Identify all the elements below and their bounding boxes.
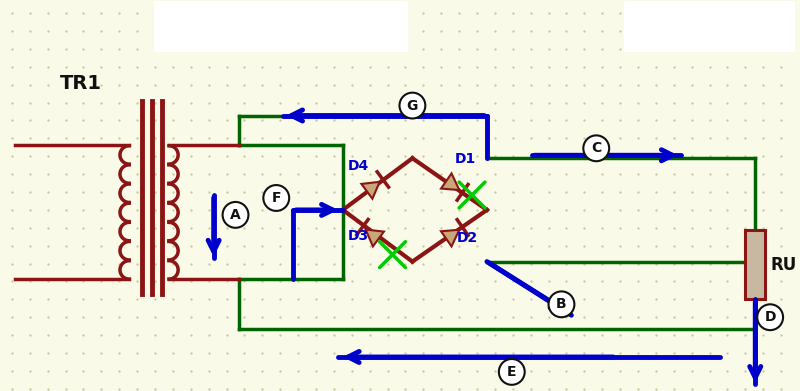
Text: A: A — [230, 208, 241, 222]
Polygon shape — [441, 230, 459, 246]
Bar — [154, 1, 407, 51]
Circle shape — [263, 185, 289, 211]
Circle shape — [499, 359, 525, 385]
Circle shape — [399, 93, 426, 118]
Polygon shape — [366, 230, 384, 246]
Text: D: D — [765, 310, 776, 324]
Bar — [624, 1, 795, 51]
Text: D3: D3 — [348, 229, 369, 243]
Circle shape — [549, 291, 574, 317]
Text: B: B — [556, 297, 566, 311]
Text: TR1: TR1 — [60, 74, 102, 93]
Text: D1: D1 — [455, 152, 476, 166]
Polygon shape — [441, 174, 459, 190]
Polygon shape — [362, 182, 380, 199]
Text: D4: D4 — [348, 159, 369, 173]
Bar — [746, 230, 765, 300]
Circle shape — [758, 304, 783, 330]
Text: C: C — [591, 141, 602, 155]
Text: E: E — [507, 365, 517, 379]
Circle shape — [222, 202, 249, 228]
Text: G: G — [406, 99, 418, 113]
Text: RU: RU — [770, 256, 797, 274]
Text: D2: D2 — [457, 231, 478, 245]
Text: F: F — [271, 191, 281, 205]
Circle shape — [583, 135, 609, 161]
